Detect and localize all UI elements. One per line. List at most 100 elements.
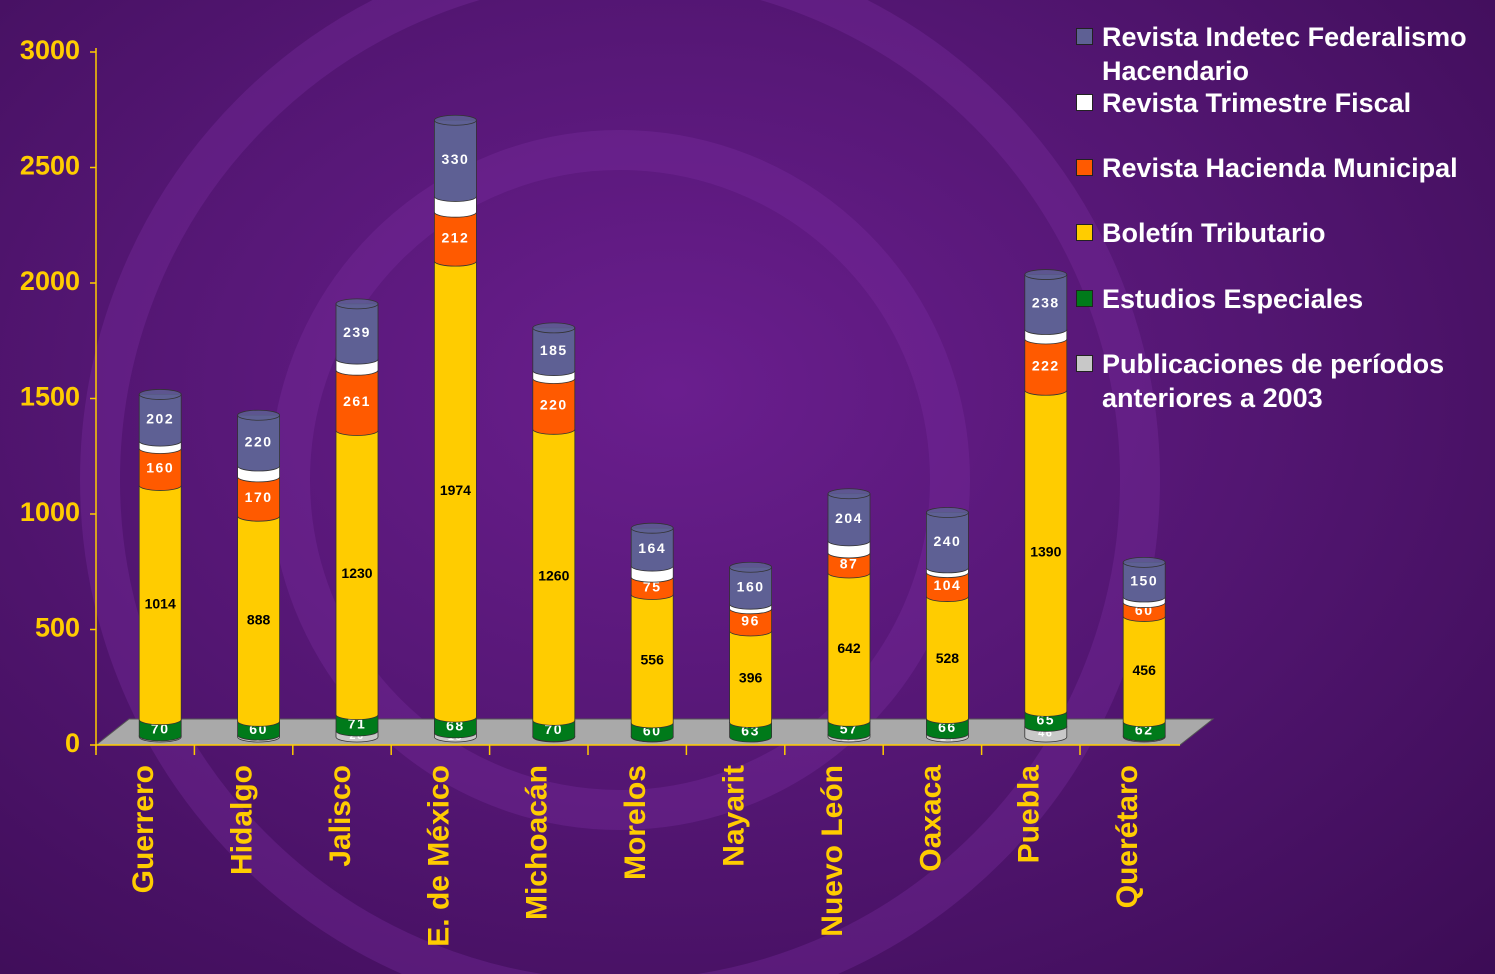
legend-swatch — [1076, 94, 1093, 111]
bar-segment — [926, 572, 969, 602]
value-label: 888 — [247, 611, 271, 627]
bar-segment — [434, 716, 477, 739]
legend-swatch — [1076, 290, 1093, 307]
value-label: 642 — [837, 640, 861, 656]
x-tick-label: Guerrero — [127, 765, 160, 893]
bar-segment — [532, 428, 576, 726]
bar-cap — [433, 114, 477, 126]
legend-item: Revista Hacienda Municipal — [1076, 151, 1491, 185]
bar-segment — [729, 722, 772, 743]
x-tick-label: Querétaro — [1111, 765, 1144, 908]
legend-label: Publicaciones de períodos anteriores a 2… — [1102, 349, 1445, 413]
bar-segment — [827, 493, 871, 547]
bar-segment — [237, 414, 280, 472]
legend-item: Revista Indetec Federalismo Hacendario — [1076, 20, 1491, 88]
y-tick-label: 0 — [65, 728, 80, 758]
bar-segment — [434, 260, 477, 723]
value-label: 202 — [146, 410, 174, 426]
bar-segment — [630, 527, 674, 572]
y-tick-label: 1000 — [20, 497, 80, 527]
legend-swatch — [1076, 355, 1093, 372]
value-label: 456 — [1133, 662, 1157, 678]
legend-swatch — [1076, 159, 1093, 176]
value-label: 1014 — [145, 595, 176, 611]
bar-cap — [926, 507, 969, 518]
legend-item: Estudios Especiales — [1076, 282, 1491, 316]
x-tick-label: E. de México — [422, 765, 455, 947]
value-label: 87 — [840, 556, 859, 572]
value-label: 330 — [441, 151, 469, 167]
legend-label: Revista Hacienda Municipal — [1102, 153, 1458, 183]
bar-segment — [237, 515, 280, 727]
value-label: 150 — [1130, 572, 1158, 588]
bar-segment — [1024, 338, 1068, 396]
value-label: 220 — [540, 397, 568, 413]
bar-segment — [1122, 561, 1166, 603]
legend-item: Revista Trimestre Fiscal — [1076, 86, 1491, 120]
bar-segment — [138, 719, 182, 742]
bar-segment — [237, 476, 280, 522]
value-label: 556 — [641, 651, 665, 667]
bar-segment — [630, 576, 674, 600]
bar-segment — [532, 327, 576, 377]
value-label: 164 — [638, 540, 666, 556]
bar-segment — [138, 485, 182, 726]
legend-item: Boletín Tributario — [1076, 216, 1491, 250]
bar-cap — [1122, 556, 1166, 568]
value-label: 96 — [741, 613, 760, 629]
value-label: 238 — [1032, 295, 1060, 311]
bar-segment — [532, 378, 576, 435]
x-tick-label: Michoacán — [521, 765, 554, 920]
x-tick-label: Jalisco — [324, 765, 357, 867]
bar-segment — [434, 211, 477, 267]
value-label: 240 — [933, 533, 961, 549]
bar-cap — [630, 522, 674, 534]
value-label: 104 — [933, 577, 961, 593]
bar-cap — [729, 561, 772, 573]
bar-cap — [335, 298, 379, 310]
value-label: 204 — [835, 510, 863, 526]
value-label: 528 — [936, 650, 960, 666]
bar-segment — [1122, 721, 1166, 742]
bar-segment — [1122, 616, 1166, 728]
bar-segment — [138, 394, 182, 447]
decor — [80, 0, 1160, 974]
bar-segment — [926, 718, 969, 740]
value-label: 1260 — [538, 568, 569, 584]
value-label: 75 — [643, 579, 662, 595]
x-tick-label: Oaxaca — [914, 765, 947, 872]
x-tick-label: Hidalgo — [226, 765, 259, 875]
value-label: 1974 — [440, 482, 471, 498]
legend-label: Revista Indetec Federalismo Hacendario — [1102, 22, 1467, 86]
value-label: 396 — [739, 669, 763, 685]
bar-segment — [335, 369, 379, 436]
value-label: 185 — [540, 342, 568, 358]
bar-segment — [532, 719, 576, 742]
bar-segment — [729, 566, 772, 610]
legend-label: Estudios Especiales — [1102, 284, 1364, 314]
bar-segment — [335, 714, 379, 737]
bar-segment — [1024, 274, 1068, 335]
value-label: 239 — [343, 324, 371, 340]
bar-cap — [827, 488, 871, 500]
bar-segment — [434, 119, 477, 202]
value-label: 220 — [245, 433, 273, 449]
bar-segment — [1024, 710, 1068, 732]
bar-segment — [729, 630, 772, 728]
value-label: 160 — [146, 460, 174, 476]
x-tick-label: Puebla — [1013, 765, 1046, 864]
bar-cap — [237, 409, 281, 421]
bar-segment — [434, 196, 477, 218]
bar-cap — [138, 389, 182, 400]
legend-label: Boletín Tributario — [1102, 218, 1326, 248]
legend-swatch — [1076, 28, 1093, 45]
x-tick-label: Nayarit — [718, 765, 751, 867]
value-label: 1390 — [1030, 544, 1061, 560]
y-tick-label: 2000 — [20, 266, 80, 296]
value-label: 1230 — [341, 565, 372, 581]
bar-segment — [138, 448, 182, 491]
bar-segment — [335, 430, 379, 720]
x-tick-label: Nuevo León — [816, 765, 849, 937]
